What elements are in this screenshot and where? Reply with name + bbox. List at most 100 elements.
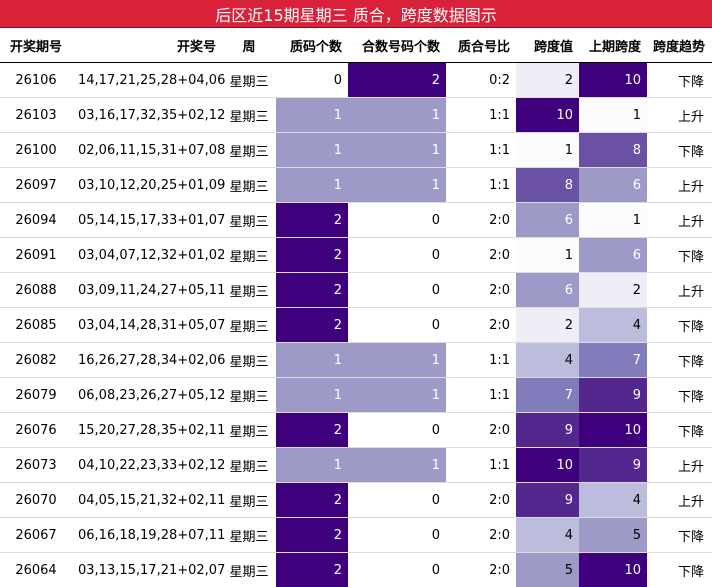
period-cell: 26091 xyxy=(0,238,72,273)
trend-cell: 上升 xyxy=(647,483,712,518)
composite-count-cell: 0 xyxy=(348,308,446,343)
ratio-cell: 2:0 xyxy=(446,203,516,238)
ratio-cell: 1:1 xyxy=(446,168,516,203)
composite-count-cell: 1 xyxy=(348,343,446,378)
span-cell: 10 xyxy=(516,448,579,483)
weekday-cell: 星期三 xyxy=(222,98,276,133)
span-cell: 2 xyxy=(516,63,579,98)
period-cell: 26082 xyxy=(0,343,72,378)
prev-span-cell: 9 xyxy=(579,448,647,483)
prev-span-cell: 9 xyxy=(579,378,647,413)
weekday-cell: 星期三 xyxy=(222,63,276,98)
numbers-cell: 14,17,21,25,28+04,06 xyxy=(72,63,222,98)
prev-span-cell: 10 xyxy=(579,63,647,98)
col-header-trend[interactable]: 跨度趋势 xyxy=(647,28,712,63)
prime-count-cell: 2 xyxy=(276,203,348,238)
col-header-prime-count[interactable]: 质码个数 xyxy=(276,28,348,63)
prev-span-cell: 4 xyxy=(579,308,647,343)
ratio-cell: 1:1 xyxy=(446,98,516,133)
prev-span-cell: 10 xyxy=(579,413,647,448)
weekday-cell: 星期三 xyxy=(222,238,276,273)
weekday-cell: 星期三 xyxy=(222,553,276,587)
numbers-cell: 03,09,11,24,27+05,11 xyxy=(72,273,222,308)
prev-span-cell: 4 xyxy=(579,483,647,518)
prime-count-cell: 1 xyxy=(276,378,348,413)
numbers-cell: 06,16,18,19,28+07,11 xyxy=(72,518,222,553)
trend-cell: 下降 xyxy=(647,518,712,553)
prime-count-cell: 1 xyxy=(276,448,348,483)
numbers-cell: 03,04,14,28,31+05,07 xyxy=(72,308,222,343)
trend-cell: 上升 xyxy=(647,168,712,203)
span-cell: 9 xyxy=(516,483,579,518)
span-cell: 9 xyxy=(516,413,579,448)
prev-span-cell: 6 xyxy=(579,168,647,203)
period-cell: 26100 xyxy=(0,133,72,168)
composite-count-cell: 0 xyxy=(348,553,446,587)
period-cell: 26067 xyxy=(0,518,72,553)
composite-count-cell: 0 xyxy=(348,483,446,518)
prime-count-cell: 2 xyxy=(276,553,348,587)
span-cell: 6 xyxy=(516,203,579,238)
span-cell: 8 xyxy=(516,168,579,203)
trend-cell: 下降 xyxy=(647,238,712,273)
weekday-cell: 星期三 xyxy=(222,448,276,483)
weekday-cell: 星期三 xyxy=(222,308,276,343)
span-cell: 1 xyxy=(516,133,579,168)
span-cell: 6 xyxy=(516,273,579,308)
col-header-ratio[interactable]: 质合号比 xyxy=(446,28,516,63)
composite-count-cell: 2 xyxy=(348,63,446,98)
col-header-weekday[interactable]: 周 xyxy=(222,28,276,63)
composite-count-cell: 0 xyxy=(348,413,446,448)
data-table: 开奖期号 开奖号 周 质码个数 合数号码个数 质合号比 跨度值 上期跨度 跨度趋… xyxy=(0,28,712,587)
ratio-cell: 2:0 xyxy=(446,483,516,518)
prime-count-cell: 1 xyxy=(276,168,348,203)
col-header-composite-count[interactable]: 合数号码个数 xyxy=(348,28,446,63)
ratio-cell: 2:0 xyxy=(446,413,516,448)
trend-cell: 下降 xyxy=(647,378,712,413)
period-cell: 26097 xyxy=(0,168,72,203)
period-cell: 26094 xyxy=(0,203,72,238)
weekday-cell: 星期三 xyxy=(222,343,276,378)
period-cell: 26085 xyxy=(0,308,72,343)
prev-span-cell: 6 xyxy=(579,238,647,273)
trend-cell: 下降 xyxy=(647,413,712,448)
col-header-numbers[interactable]: 开奖号 xyxy=(72,28,222,63)
ratio-cell: 1:1 xyxy=(446,133,516,168)
period-cell: 26064 xyxy=(0,553,72,587)
numbers-cell: 03,13,15,17,21+02,07 xyxy=(72,553,222,587)
ratio-cell: 2:0 xyxy=(446,238,516,273)
span-cell: 2 xyxy=(516,308,579,343)
composite-count-cell: 0 xyxy=(348,238,446,273)
period-cell: 26103 xyxy=(0,98,72,133)
trend-cell: 下降 xyxy=(647,553,712,587)
col-header-span[interactable]: 跨度值 xyxy=(516,28,579,63)
ratio-cell: 2:0 xyxy=(446,308,516,343)
numbers-cell: 04,10,22,23,33+02,12 xyxy=(72,448,222,483)
composite-count-cell: 1 xyxy=(348,448,446,483)
col-header-prev-span[interactable]: 上期跨度 xyxy=(579,28,647,63)
numbers-cell: 03,04,07,12,32+01,02 xyxy=(72,238,222,273)
composite-count-cell: 1 xyxy=(348,98,446,133)
prev-span-cell: 2 xyxy=(579,273,647,308)
span-cell: 1 xyxy=(516,238,579,273)
prime-count-cell: 1 xyxy=(276,98,348,133)
period-cell: 26088 xyxy=(0,273,72,308)
prev-span-cell: 1 xyxy=(579,203,647,238)
composite-count-cell: 0 xyxy=(348,518,446,553)
ratio-cell: 1:1 xyxy=(446,343,516,378)
weekday-cell: 星期三 xyxy=(222,483,276,518)
prev-span-cell: 7 xyxy=(579,343,647,378)
col-header-period[interactable]: 开奖期号 xyxy=(0,28,72,63)
composite-count-cell: 0 xyxy=(348,203,446,238)
trend-cell: 上升 xyxy=(647,448,712,483)
